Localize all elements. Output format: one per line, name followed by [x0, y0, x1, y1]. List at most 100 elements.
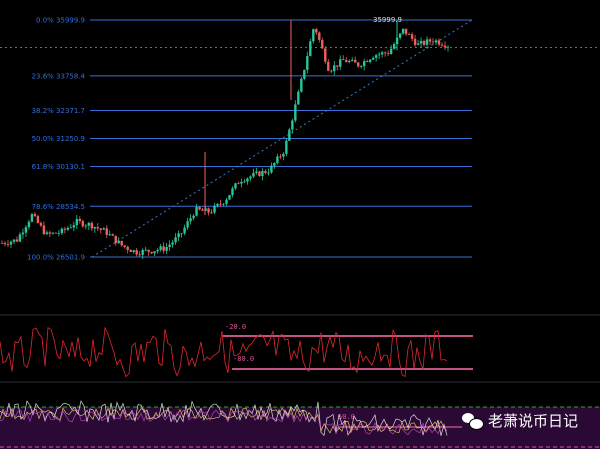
candle-body [410, 34, 414, 39]
candle-body [237, 183, 240, 185]
candle-body [219, 203, 222, 205]
candle-body [291, 120, 294, 130]
candle-body [90, 222, 93, 229]
candle-body [36, 216, 40, 223]
candle-body [437, 40, 441, 45]
candle-body [416, 43, 420, 45]
candle-body [60, 228, 64, 234]
candle-body [186, 221, 189, 228]
candle-body [204, 208, 207, 211]
candle-body [318, 32, 321, 40]
candle-body [312, 29, 315, 42]
candle-body [27, 221, 31, 228]
candle-body [342, 59, 345, 61]
candle-body [153, 251, 156, 254]
fib-label: 61.8% 30130.1 [32, 163, 85, 171]
candle-body [434, 40, 438, 43]
candle-body [222, 203, 225, 205]
candle-body [210, 212, 213, 214]
candle-body [282, 153, 285, 157]
candle-body [321, 39, 324, 49]
candle-body [357, 62, 360, 67]
candle-body [201, 209, 204, 211]
candle-body [96, 227, 99, 229]
candle-body [234, 183, 237, 189]
fib-label: 78.6% 28534.5 [32, 203, 85, 211]
candle-body [63, 228, 67, 230]
candle-body [401, 28, 405, 34]
candle-body [21, 232, 25, 235]
candle-body [339, 59, 342, 67]
candle-body [81, 221, 85, 227]
candle-body [141, 249, 144, 255]
wechat-icon [462, 412, 484, 430]
fib-label: 100.0% 26501.9 [27, 254, 85, 262]
candle-body [309, 41, 312, 57]
candle-body [246, 178, 249, 182]
candle-body [377, 54, 381, 56]
candle-body [240, 181, 243, 184]
candle-body [440, 44, 444, 46]
candle-body [18, 234, 22, 242]
candle-body [84, 225, 88, 227]
candle-body [87, 222, 91, 226]
candle-body [294, 104, 297, 121]
candle-body [216, 203, 219, 206]
mid-label: 50.0 [338, 413, 355, 421]
fib-label: 23.6% 33758.4 [32, 72, 86, 80]
candle-body [69, 227, 73, 229]
candle-body [144, 249, 147, 251]
candle-body [75, 219, 79, 226]
candle-body [359, 66, 363, 67]
candle-body [126, 246, 129, 250]
candle-body [105, 228, 108, 235]
candle-body [99, 228, 102, 230]
candle-body [189, 218, 192, 222]
candle-body [419, 41, 423, 44]
candle-body [195, 206, 198, 216]
candle-body [150, 251, 153, 254]
candle-body [276, 156, 279, 163]
candle-body [57, 233, 61, 234]
candle-body [48, 232, 52, 234]
candle-body [374, 55, 378, 58]
candle-body [258, 171, 261, 177]
candle-body [362, 61, 366, 67]
candle-body [102, 228, 105, 230]
candle-body [15, 239, 19, 242]
candle-body [365, 61, 369, 62]
candle-body [147, 249, 150, 252]
candle-body [129, 249, 132, 252]
candle-body [156, 249, 159, 252]
fib-label: 38.2% 32371.7 [32, 107, 85, 115]
candle-body [380, 52, 384, 55]
candle-body [165, 247, 168, 251]
candle-body [345, 60, 348, 62]
candle-body [6, 244, 10, 245]
candle-body [351, 59, 354, 61]
candle-body [78, 219, 82, 222]
oscillator-2-line [0, 409, 448, 436]
candle-body [231, 188, 234, 196]
candle-body [225, 199, 228, 204]
candle-body [24, 227, 28, 233]
candle-body [213, 205, 216, 213]
candle-body [114, 235, 117, 244]
candle-body [39, 222, 43, 226]
candle-body [383, 52, 387, 54]
candle-body [413, 38, 417, 45]
candle-body [111, 234, 114, 236]
candle-body [348, 60, 351, 62]
candle-body [228, 195, 231, 200]
candle-body [333, 65, 336, 72]
candle-body [303, 69, 306, 79]
candle-body [132, 250, 135, 252]
candle-body [252, 172, 255, 177]
candle-body [288, 129, 291, 141]
candle-body [180, 233, 183, 235]
candle-body [135, 250, 138, 255]
candle-body [428, 39, 432, 42]
candle-body [267, 172, 270, 174]
candle-body [3, 243, 7, 245]
